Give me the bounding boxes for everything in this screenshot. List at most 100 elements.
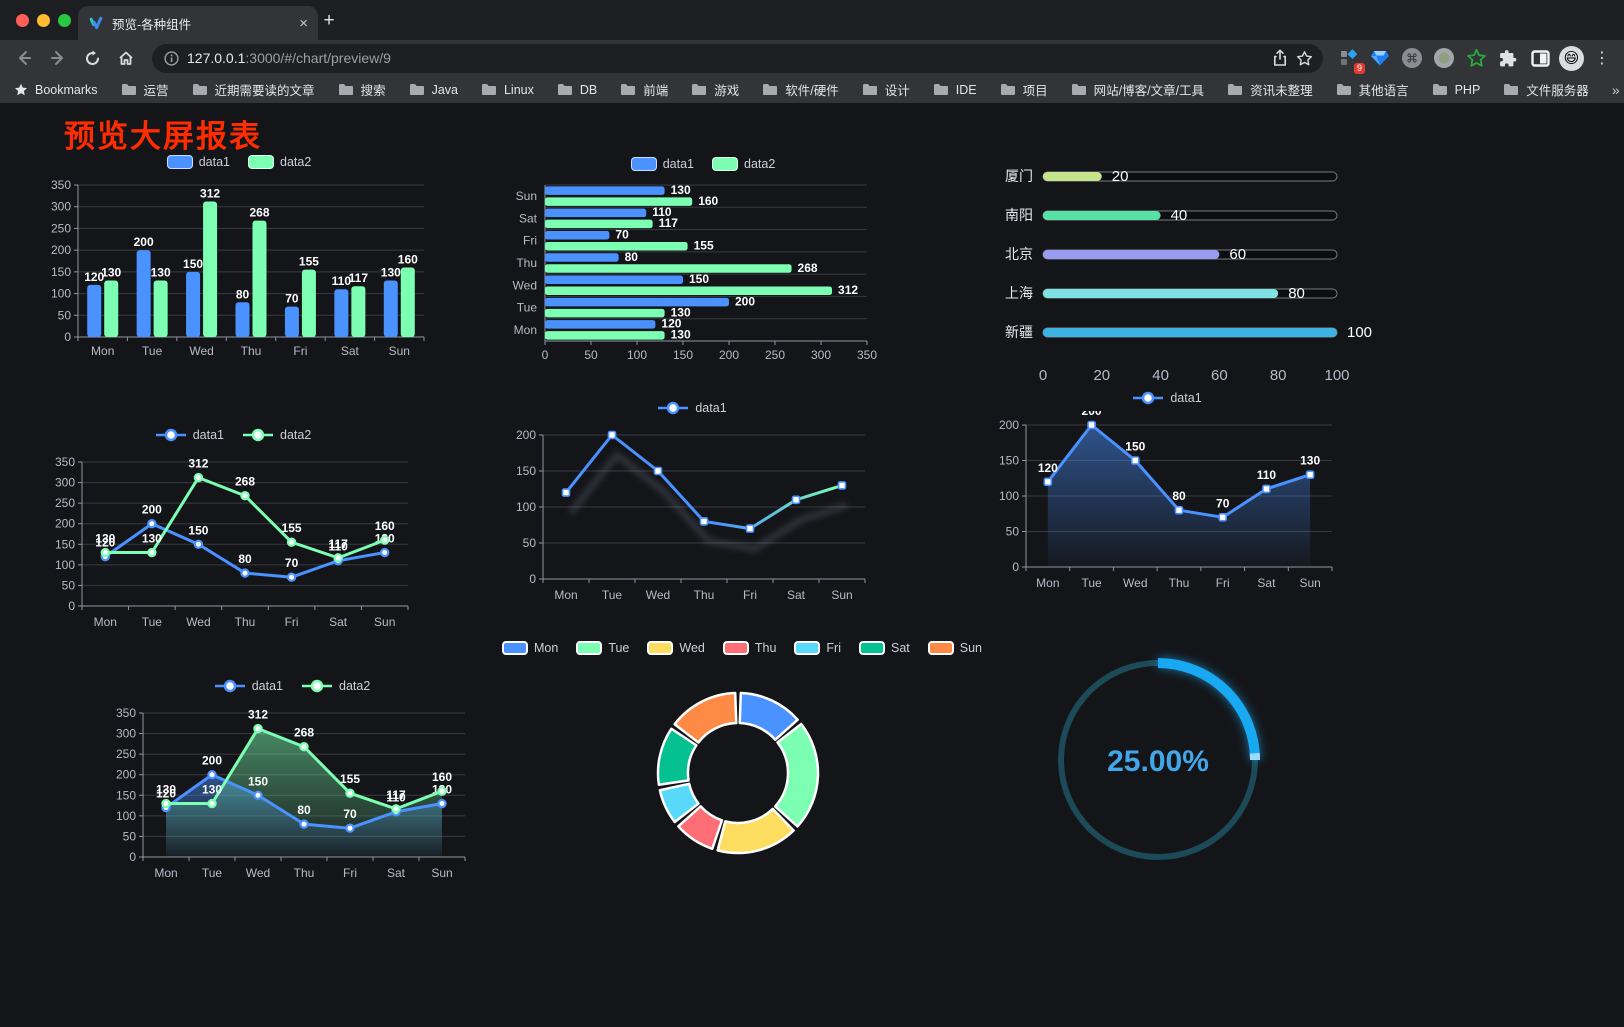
legend-item[interactable]: data1 (214, 679, 283, 693)
legend-item[interactable]: data1 (630, 157, 694, 171)
axis-label: 100 (55, 558, 75, 572)
zoom-window-button[interactable] (58, 14, 71, 27)
bookmark-item[interactable]: IDE (933, 83, 977, 97)
legend-item[interactable]: data1 (657, 401, 727, 415)
forward-icon[interactable] (44, 44, 72, 72)
green-star-extension-icon[interactable] (1463, 45, 1489, 71)
bookmarks-overflow-chevron[interactable]: » (1611, 81, 1620, 98)
data-point (653, 466, 663, 476)
legend-label: data1 (198, 155, 230, 169)
axis-label: Sun (431, 866, 452, 880)
legend-swatch (576, 641, 603, 655)
bar (545, 197, 693, 206)
legend-item[interactable]: data1 (155, 428, 224, 442)
bookmark-item[interactable]: DB (557, 83, 597, 97)
axis-label: 0 (542, 348, 549, 362)
bookmark-item[interactable]: 近期需要读的文章 (192, 80, 315, 99)
tab-title: 预览-各种组件 (112, 17, 192, 32)
gem-extension-icon[interactable] (1367, 45, 1393, 71)
bookmark-item[interactable]: 运营 (121, 80, 169, 99)
axis-label: 350 (55, 455, 75, 469)
legend-item[interactable]: data2 (712, 157, 775, 171)
new-tab-button[interactable]: + (323, 10, 335, 31)
bookmark-item[interactable]: 资讯未整理 (1227, 80, 1313, 99)
bookmark-item[interactable]: Linux (481, 83, 534, 97)
legend-label: Mon (533, 641, 559, 655)
url-host: 127.0.0.1 (187, 50, 246, 66)
legend-item[interactable]: Fri (794, 641, 841, 655)
bar (153, 280, 168, 337)
bookmark-item[interactable]: 项目 (1000, 80, 1048, 99)
value-label: 160 (398, 253, 418, 267)
legend-swatch (927, 641, 954, 655)
minimize-window-button[interactable] (37, 14, 50, 27)
value-label: 155 (299, 255, 319, 269)
axis-label: 80 (1270, 367, 1287, 384)
legend-item[interactable]: Mon (501, 641, 559, 655)
axis-label: 250 (765, 348, 785, 362)
legend-line-marker (243, 428, 273, 442)
data-point (1130, 456, 1140, 465)
record-extension-icon[interactable] (1431, 45, 1457, 71)
bookmark-item[interactable]: 搜索 (338, 80, 386, 99)
bookmark-item[interactable]: PHP (1432, 83, 1480, 97)
side-panel-icon[interactable] (1527, 45, 1553, 71)
tab-close-icon[interactable]: × (299, 14, 308, 32)
value-label: 70 (285, 292, 299, 306)
value-label: 120 (84, 270, 104, 284)
bookmark-item[interactable]: 设计 (862, 80, 910, 99)
legend-item[interactable]: Sun (927, 641, 982, 655)
bookmarks-manager[interactable]: Bookmarks (14, 83, 98, 97)
bookmark-star-icon[interactable] (1296, 50, 1313, 67)
close-window-button[interactable] (16, 14, 29, 27)
back-icon[interactable] (10, 44, 38, 72)
legend-item[interactable]: Sat (859, 641, 910, 655)
axis-label: 250 (55, 496, 75, 510)
grouped-hbar-chart: data1 data2 0 50 100 150 200 250 300 350 Sun 130 160… (503, 154, 903, 368)
legend-item[interactable]: Wed (647, 641, 705, 655)
folder-icon (1504, 84, 1519, 95)
axis-label: 100 (627, 348, 647, 362)
value-label: 100 (1347, 324, 1372, 341)
legend-item[interactable]: data1 (1132, 391, 1202, 405)
axis-label: 100 (51, 287, 71, 301)
axis-label: 0 (64, 330, 71, 344)
legend-item[interactable]: data2 (248, 155, 311, 169)
value-label: 155 (340, 772, 360, 786)
value-label: 268 (798, 261, 818, 275)
folder-icon (1336, 84, 1351, 95)
command-extension-icon[interactable]: ⌘ (1399, 45, 1425, 71)
value-label: 130 (151, 266, 171, 280)
extensions-puzzle-icon[interactable] (1495, 45, 1521, 71)
browser-menu-icon[interactable]: ⋮ (1594, 50, 1610, 67)
bookmark-item[interactable]: 软件/硬件 (762, 80, 839, 99)
value-label: 130 (95, 532, 115, 546)
bookmark-item[interactable]: 其他语言 (1336, 80, 1409, 99)
legend-item[interactable]: Tue (576, 641, 629, 655)
legend-item[interactable]: Thu (722, 641, 776, 655)
legend-item[interactable]: data1 (166, 155, 230, 169)
bookmark-item[interactable]: 前端 (620, 80, 668, 99)
axis-label: 0 (129, 850, 136, 864)
extension-grid-icon[interactable]: 9 (1335, 45, 1365, 74)
bookmark-item[interactable]: 游戏 (691, 80, 739, 99)
progress-fill (1043, 328, 1337, 337)
legend-item[interactable]: data2 (242, 428, 311, 442)
value-label: 160 (698, 194, 718, 208)
share-icon[interactable] (1272, 49, 1288, 67)
address-bar[interactable]: 127.0.0.1:3000/#/chart/preview/9 (152, 43, 1323, 73)
axis-label: Mon (514, 323, 537, 337)
site-info-icon[interactable] (164, 50, 179, 66)
profile-avatar[interactable]: 😄 (1559, 45, 1584, 71)
legend-item[interactable]: data2 (301, 679, 370, 693)
browser-tab[interactable]: 预览-各种组件 × (78, 6, 318, 40)
bookmark-item[interactable]: 文件服务器 (1503, 80, 1589, 99)
bookmark-item[interactable]: Java (409, 83, 458, 97)
home-icon[interactable] (112, 44, 140, 72)
legend-line-marker (214, 679, 245, 693)
axis-label: Sat (1257, 576, 1276, 590)
bookmark-item[interactable]: 网站/博客/文章/工具 (1071, 80, 1204, 99)
bar (545, 286, 833, 296)
reload-icon[interactable] (78, 44, 106, 72)
bar (87, 284, 102, 337)
